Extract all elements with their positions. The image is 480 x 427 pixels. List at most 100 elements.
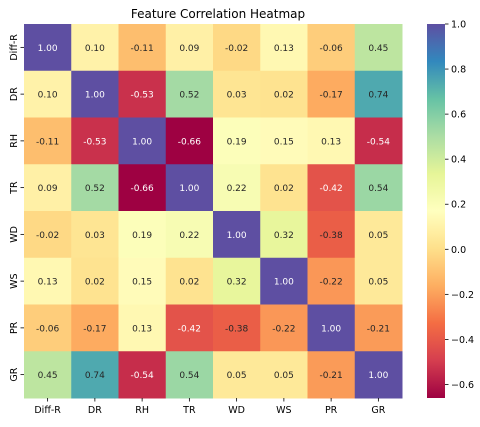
y-tick-label: DR: [9, 87, 20, 101]
heatmap-cell: [71, 70, 119, 118]
cell-value-label: 0.32: [227, 278, 247, 288]
colorbar-gradient: [427, 24, 445, 398]
cell-value-label: -0.06: [319, 44, 343, 54]
heatmap-cell: [118, 211, 167, 259]
heatmap-cell: [354, 164, 403, 212]
cell-value-label: 0.54: [179, 371, 199, 381]
heatmap-cell: [354, 257, 403, 305]
heatmap-cell: [118, 257, 167, 305]
heatmap-cell: [165, 351, 214, 399]
heatmap-cell: [71, 351, 119, 399]
y-tick-label: RH: [9, 134, 20, 148]
heatmap-cell: [260, 70, 308, 118]
heatmap-cell: [213, 117, 261, 165]
heatmap-cell: [260, 211, 308, 259]
cell-value-label: 0.09: [38, 184, 58, 194]
cell-value-label: -0.38: [319, 231, 343, 241]
heatmap-cell: [165, 304, 214, 352]
heatmap-cell: [307, 164, 356, 212]
cell-value-label: 0.54: [368, 184, 388, 194]
cell-value-label: 0.05: [274, 371, 294, 381]
heatmap-cell: [307, 211, 356, 259]
y-axis-ticks: Diff-R DR RH TR WD WS PR GR: [9, 34, 24, 382]
x-tick-label: Diff-R: [34, 405, 61, 416]
cell-value-label: 0.05: [368, 278, 388, 288]
cell-value-label: 0.45: [368, 44, 388, 54]
cell-value-label: 0.74: [368, 91, 388, 101]
cell-value-label: 1.00: [321, 324, 341, 334]
heatmap-cell: [307, 117, 356, 165]
heatmap-cell: [354, 211, 403, 259]
x-tick-label: WD: [228, 405, 245, 416]
heatmap-cell: [354, 351, 403, 399]
cell-value-label: 1.00: [368, 371, 388, 381]
x-axis-ticks: Diff-R DR RH TR WD WS PR GR: [34, 398, 386, 416]
cell-value-label: 0.45: [38, 371, 58, 381]
x-tick-label: GR: [371, 405, 385, 416]
cell-value-label: 0.22: [179, 231, 199, 241]
heatmap-cell: [165, 257, 214, 305]
heatmap-cell: [118, 70, 167, 118]
cell-value-label: -0.11: [130, 44, 153, 54]
colorbar-tick-label: 0.2: [451, 200, 466, 211]
heatmap-cell: [354, 70, 403, 118]
cell-value-label: -0.42: [178, 324, 201, 334]
y-tick-label: WS: [9, 273, 20, 288]
x-tick-label: TR: [182, 405, 196, 416]
heatmap-cell: [24, 351, 72, 399]
heatmap-cell: [307, 351, 356, 399]
colorbar: 1.0 0.8 0.6 0.4 0.2 0.0 −0.2 −0.4 −0.6: [427, 20, 474, 398]
cell-value-label: -0.02: [225, 44, 248, 54]
heatmap-cell: [118, 351, 167, 399]
cell-value-label: 0.13: [132, 324, 152, 334]
colorbar-tick-label: 1.0: [451, 20, 466, 31]
heatmap-cell: [213, 24, 261, 72]
cell-value-label: 1.00: [132, 137, 152, 147]
heatmap-cell: [307, 24, 356, 72]
cell-value-label: 0.52: [85, 184, 105, 194]
cell-value-label: -0.06: [36, 324, 60, 334]
heatmap-cell: [24, 304, 72, 352]
heatmap-cell: [213, 304, 261, 352]
heatmap-cell: [118, 24, 167, 72]
heatmap-cell: [118, 117, 167, 165]
heatmap-cell: [260, 164, 308, 212]
heatmap-cell: [260, 304, 308, 352]
cell-value-label: 0.02: [179, 278, 199, 288]
cell-value-label: 0.74: [85, 371, 105, 381]
cell-value-label: 0.13: [38, 278, 58, 288]
cell-value-label: 0.19: [227, 137, 247, 147]
y-tick-label: WD: [9, 226, 20, 243]
heatmap-cell: [213, 351, 261, 399]
heatmap-cell: [165, 211, 214, 259]
colorbar-tick-label: 0.8: [451, 65, 466, 76]
x-tick-label: DR: [88, 405, 102, 416]
heatmap-cell: [24, 164, 72, 212]
heatmap-cell: [354, 117, 403, 165]
chart-title: Feature Correlation Heatmap: [131, 7, 305, 21]
cell-value-label: 0.13: [321, 137, 341, 147]
heatmap-cell: [118, 164, 167, 212]
heatmap-cell: [307, 70, 356, 118]
cell-value-label: 0.05: [227, 371, 247, 381]
cell-value-label: 0.02: [274, 184, 294, 194]
heatmap-cell: [71, 304, 119, 352]
x-tick-label: WS: [276, 405, 291, 416]
cell-value-label: -0.21: [367, 324, 390, 334]
heatmap-cell: [165, 164, 214, 212]
x-tick-label: RH: [135, 405, 149, 416]
cell-value-label: 1.00: [274, 278, 294, 288]
heatmap-cell: [307, 304, 356, 352]
colorbar-tick-label: 0.4: [451, 155, 466, 166]
heatmap-cell: [213, 70, 261, 118]
cell-value-label: 0.15: [132, 278, 152, 288]
colorbar-tick-label: −0.2: [451, 290, 474, 301]
heatmap-cell: [260, 351, 308, 399]
heatmap-cell: [24, 70, 72, 118]
y-tick-label: PR: [9, 321, 20, 334]
heatmap-cell: [71, 24, 119, 72]
heatmap-cell: [165, 117, 214, 165]
cell-value-label: 0.15: [274, 137, 294, 147]
